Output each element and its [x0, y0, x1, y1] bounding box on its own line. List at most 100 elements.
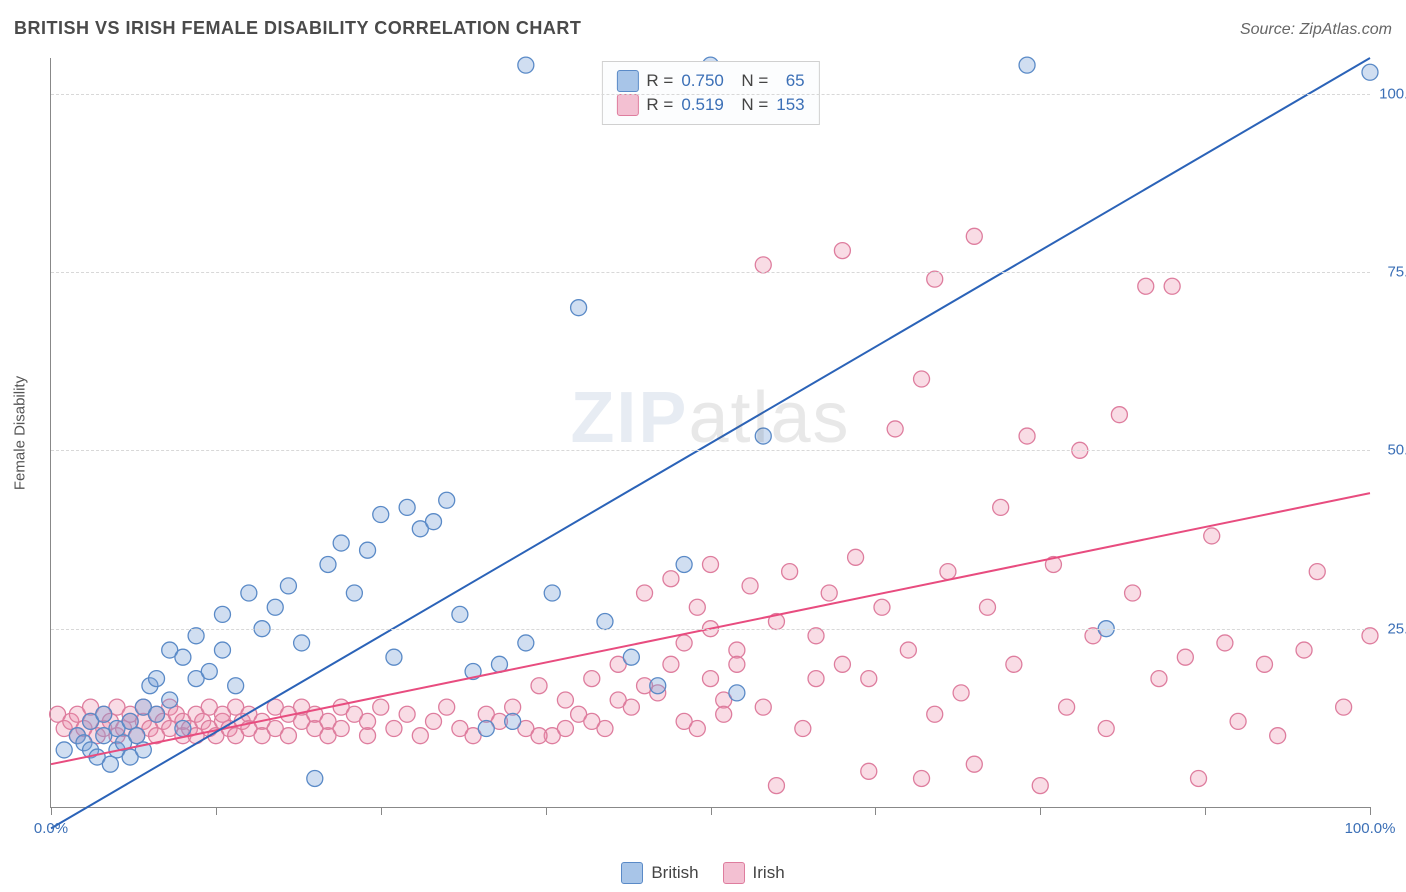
point-irish: [900, 642, 916, 658]
point-british: [386, 649, 402, 665]
point-irish: [755, 699, 771, 715]
point-british: [439, 492, 455, 508]
grid-line: [51, 272, 1370, 273]
point-irish: [1138, 278, 1154, 294]
point-british: [320, 556, 336, 572]
legend-swatch-irish-icon: [723, 862, 745, 884]
legend-item-british: British: [621, 862, 698, 884]
point-irish: [729, 656, 745, 672]
chart-title: BRITISH VS IRISH FEMALE DISABILITY CORRE…: [14, 18, 581, 39]
x-tick: [1370, 807, 1371, 815]
point-british: [280, 578, 296, 594]
point-irish: [1270, 728, 1286, 744]
point-british: [399, 499, 415, 515]
point-irish: [927, 706, 943, 722]
point-british: [129, 728, 145, 744]
point-irish: [1032, 778, 1048, 794]
point-irish: [808, 671, 824, 687]
point-irish: [1006, 656, 1022, 672]
point-british: [241, 585, 257, 601]
point-irish: [966, 756, 982, 772]
y-tick-label: 50.0%: [1375, 442, 1406, 459]
legend-item-irish: Irish: [723, 862, 785, 884]
point-british: [478, 721, 494, 737]
stat-n-british: 65: [776, 71, 804, 91]
point-irish: [861, 763, 877, 779]
point-irish: [1151, 671, 1167, 687]
legend-swatch-british-icon: [621, 862, 643, 884]
point-irish: [953, 685, 969, 701]
grid-line: [51, 450, 1370, 451]
x-tick: [1040, 807, 1041, 815]
point-irish: [966, 228, 982, 244]
point-british: [755, 428, 771, 444]
x-tick-label: 0.0%: [34, 820, 68, 837]
point-irish: [874, 599, 890, 615]
x-tick: [216, 807, 217, 815]
point-british: [373, 507, 389, 523]
point-irish: [531, 728, 547, 744]
point-irish: [557, 721, 573, 737]
point-irish: [834, 243, 850, 259]
point-irish: [782, 564, 798, 580]
header-row: BRITISH VS IRISH FEMALE DISABILITY CORRE…: [14, 18, 1392, 39]
point-irish: [1019, 428, 1035, 444]
point-irish: [689, 599, 705, 615]
point-british: [729, 685, 745, 701]
point-irish: [610, 692, 626, 708]
point-british: [346, 585, 362, 601]
stat-r-british: 0.750: [681, 71, 724, 91]
point-british: [102, 756, 118, 772]
point-irish: [927, 271, 943, 287]
point-irish: [795, 721, 811, 737]
point-british: [56, 742, 72, 758]
point-british: [96, 706, 112, 722]
x-tick: [51, 807, 52, 815]
point-irish: [676, 635, 692, 651]
point-irish: [848, 549, 864, 565]
point-british: [571, 300, 587, 316]
stat-n-label: N =: [732, 95, 768, 115]
swatch-irish-icon: [616, 94, 638, 116]
point-irish: [834, 656, 850, 672]
point-irish: [505, 699, 521, 715]
point-british: [650, 678, 666, 694]
point-british: [518, 635, 534, 651]
point-irish: [1217, 635, 1233, 651]
point-irish: [808, 628, 824, 644]
stats-row-british: R = 0.750 N = 65: [616, 70, 804, 92]
point-irish: [584, 713, 600, 729]
point-irish: [993, 499, 1009, 515]
point-irish: [1230, 713, 1246, 729]
x-tick: [711, 807, 712, 815]
stat-r-irish: 0.519: [681, 95, 724, 115]
trendline-british: [51, 58, 1370, 828]
point-british: [360, 542, 376, 558]
point-irish: [1098, 721, 1114, 737]
point-irish: [887, 421, 903, 437]
point-irish: [360, 728, 376, 744]
point-irish: [861, 671, 877, 687]
point-british: [1019, 57, 1035, 73]
point-irish: [333, 721, 349, 737]
point-irish: [768, 778, 784, 794]
point-irish: [689, 721, 705, 737]
point-irish: [1177, 649, 1193, 665]
point-irish: [1191, 770, 1207, 786]
x-tick: [1205, 807, 1206, 815]
y-tick-label: 25.0%: [1375, 620, 1406, 637]
point-irish: [439, 699, 455, 715]
point-irish: [557, 692, 573, 708]
point-irish: [703, 671, 719, 687]
point-british: [597, 614, 613, 630]
point-irish: [1059, 699, 1075, 715]
point-british: [1362, 64, 1378, 80]
point-british: [544, 585, 560, 601]
point-irish: [914, 371, 930, 387]
point-british: [623, 649, 639, 665]
point-british: [175, 721, 191, 737]
point-irish: [716, 706, 732, 722]
point-british: [214, 642, 230, 658]
point-irish: [663, 656, 679, 672]
point-british: [676, 556, 692, 572]
